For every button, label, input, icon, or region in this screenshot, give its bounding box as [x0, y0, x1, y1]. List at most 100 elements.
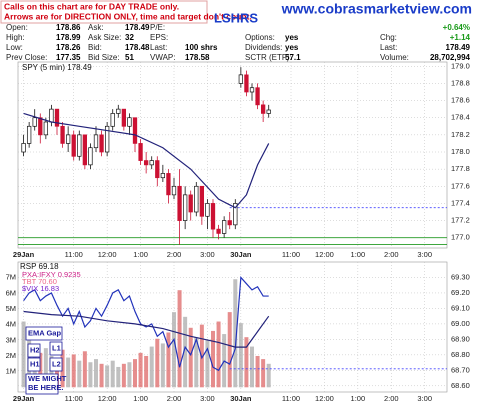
x-tick-label: 12:00	[315, 394, 334, 403]
annotation-text: EMA Gap	[28, 328, 61, 337]
annotation-text: L2	[52, 359, 61, 368]
volume-bar	[77, 360, 82, 388]
indicator-chart: 29Jan 11:00 12:00 1:00 2:00 3:00 30Jan 11:00 12:…	[6, 261, 470, 403]
volume-bar	[21, 321, 26, 388]
legend-entry: $VIX 16.83	[22, 284, 59, 293]
quote-label: Options:	[245, 33, 275, 42]
quote-label: P/E:	[150, 23, 165, 32]
annotation-text: BE HERE.	[28, 383, 63, 392]
quote-value: 32	[125, 33, 134, 42]
candle-body	[194, 185, 199, 213]
quote-value: 178.48	[125, 43, 150, 52]
volume-bar	[188, 327, 193, 388]
volume-bar	[127, 362, 132, 388]
y-tick-label: 177.4	[451, 198, 470, 207]
quote-value: 178.26	[56, 43, 81, 52]
quote-label: Ask:	[88, 23, 104, 32]
quote-label: Dividends:	[245, 43, 282, 52]
candle-body	[266, 109, 271, 114]
volume-bar	[177, 290, 182, 388]
candle-body	[88, 147, 93, 166]
x-tick-label: 1:00	[351, 250, 366, 259]
plot-area	[17, 261, 448, 393]
quote-label: Ask Size:	[88, 33, 121, 42]
y-tick-label: 7M	[6, 273, 16, 282]
quote-value: 51	[125, 53, 134, 62]
candle-body	[260, 104, 266, 114]
candle-body	[188, 194, 193, 213]
volume-bar	[71, 354, 76, 388]
x-tick-label: 3:00	[417, 394, 432, 403]
quote-value: 178.86	[56, 23, 81, 32]
volume-bar	[244, 337, 249, 388]
volume-bar	[233, 279, 238, 388]
candle-body	[166, 173, 171, 196]
annotation-text: L1	[52, 343, 61, 352]
candle-body	[104, 125, 110, 153]
x-tick-label: 11:00	[282, 250, 300, 259]
x-tick-label: 29Jan	[13, 394, 35, 403]
candle-body	[43, 121, 49, 136]
candle-body	[216, 228, 221, 234]
y-tick-label: 68.80	[451, 350, 470, 359]
moving-average	[23, 310, 270, 348]
x-tick-label: 3:00	[200, 394, 215, 403]
y-tick-label: 2M	[6, 351, 16, 360]
y-tick-label: 178.6	[451, 96, 470, 105]
quote-label: Bid Size:	[88, 53, 120, 62]
volume-bar	[82, 351, 87, 388]
x-tick-label: 2:00	[167, 250, 182, 259]
x-tick-label: 12:00	[315, 250, 334, 259]
volume-bar	[255, 355, 260, 388]
y-tick-label: 178.0	[451, 147, 470, 156]
volume-bar	[116, 366, 121, 388]
candle-body	[82, 134, 88, 166]
x-tick-label: 29Jan	[13, 250, 35, 259]
quote-value: 57.1	[285, 53, 301, 62]
x-tick-label: 1:00	[133, 394, 148, 403]
candle-body	[227, 220, 232, 226]
quote-label: Last:	[150, 43, 167, 52]
y-tick-label: 177.6	[451, 181, 470, 190]
quote-value: 178.99	[56, 33, 81, 42]
volume-bar	[194, 337, 199, 388]
candle-body	[21, 143, 26, 153]
annotation-text: WE MIGHT	[28, 374, 67, 383]
symbol: LSHRS	[214, 10, 258, 25]
candle-body	[71, 134, 76, 157]
candle-body	[49, 108, 54, 123]
candle-body	[143, 160, 149, 166]
y-tick-label: 68.60	[451, 381, 470, 390]
quote-label: Last:	[380, 43, 397, 52]
candle-body	[93, 134, 99, 149]
candle-body	[182, 194, 188, 221]
candle-body	[26, 125, 32, 144]
y-tick-label: 178.8	[451, 78, 470, 87]
y-tick-label: 178.2	[451, 130, 470, 139]
quote-value: yes	[285, 43, 299, 52]
annotation-box	[27, 357, 41, 372]
volume-bar	[144, 355, 149, 388]
moving-average	[23, 112, 270, 209]
quote-value: 178.49	[446, 43, 471, 52]
volume-bar	[66, 357, 71, 388]
legend-entry: PXA:IFXY 0.9235	[22, 270, 81, 279]
quote-value: 28,702,994	[430, 53, 471, 62]
volume-bar	[160, 343, 165, 388]
candle-body	[110, 113, 115, 127]
volume-bar	[133, 359, 137, 388]
y-tick-label: 69.10	[451, 303, 470, 312]
notice-line: Arrows are for DIRECTION ONLY, time and …	[4, 11, 252, 21]
volume-bar	[238, 323, 243, 388]
volume-bar	[216, 321, 221, 388]
candle-body	[60, 125, 65, 144]
legend-entry: TBT 70.60	[22, 277, 57, 286]
y-tick-label: 177.8	[451, 164, 470, 173]
quote-value: yes	[285, 33, 299, 42]
quote-value: 178.58	[185, 53, 210, 62]
candle-body	[221, 220, 227, 234]
candle-body	[155, 160, 160, 179]
volume-bar	[149, 346, 154, 388]
volume-bar	[183, 316, 188, 388]
